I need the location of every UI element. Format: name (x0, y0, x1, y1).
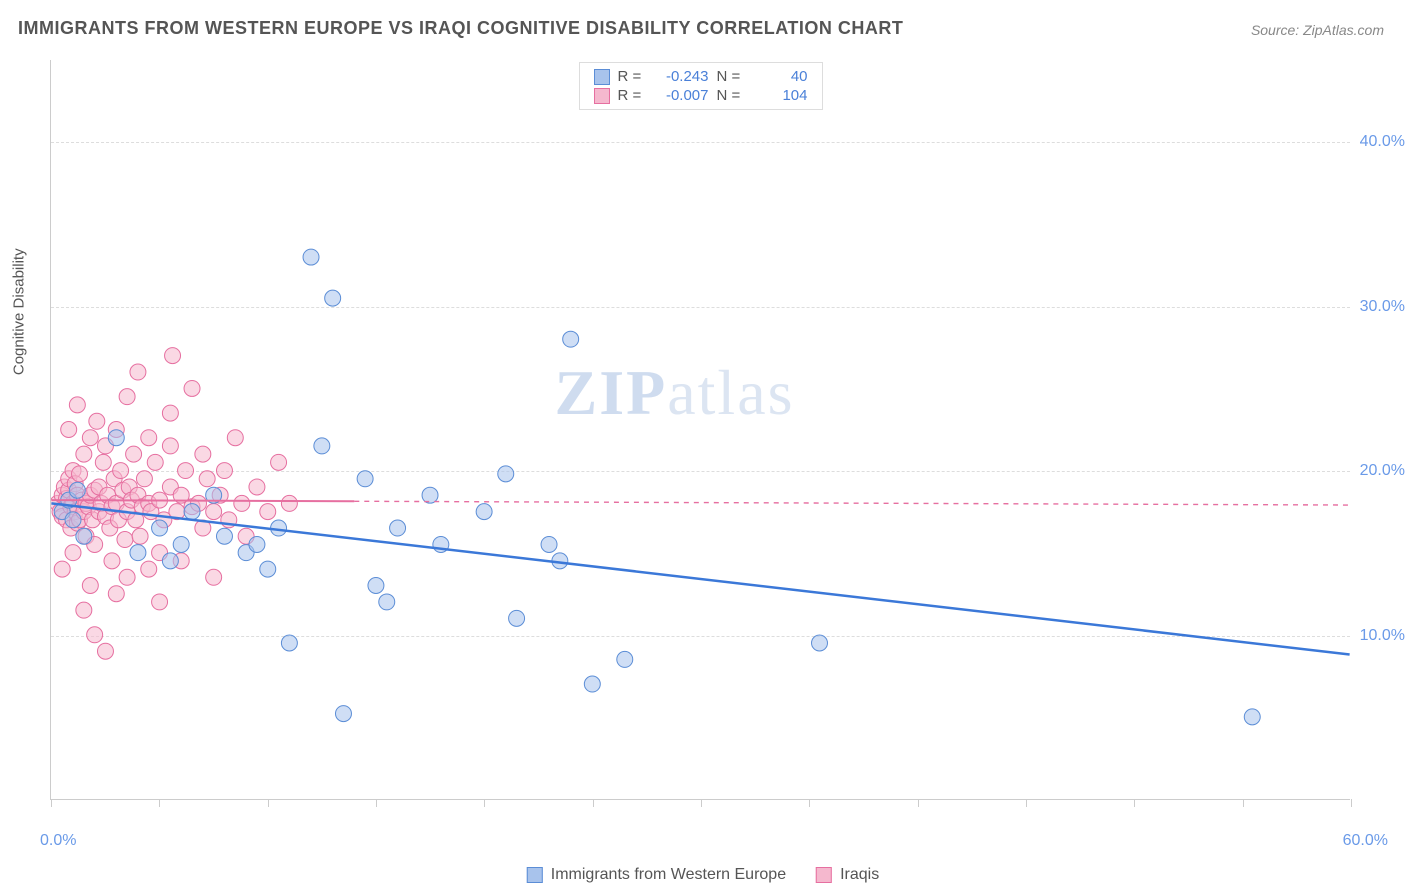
stat-value: -0.007 (654, 87, 709, 104)
legend-label: Immigrants from Western Europe (551, 866, 786, 884)
legend-item: Immigrants from Western Europe (527, 866, 786, 884)
stat-value: 40 (753, 68, 808, 85)
legend-stats-row: R = -0.007 N = 104 (594, 86, 808, 105)
chart-title: IMMIGRANTS FROM WESTERN EUROPE VS IRAQI … (18, 18, 903, 39)
scatter-plot (51, 60, 1350, 799)
stat-label: R = (618, 68, 646, 85)
swatch-icon (527, 867, 543, 883)
x-tick-label: 0.0% (40, 832, 76, 850)
legend-series: Immigrants from Western Europe Iraqis (527, 866, 879, 884)
swatch-icon (594, 69, 610, 85)
source-label: Source: ZipAtlas.com (1251, 22, 1384, 38)
x-tick-label: 60.0% (1343, 832, 1388, 850)
chart-area: Cognitive Disability ZIPatlas R = -0.243… (50, 60, 1350, 800)
stat-label: N = (717, 87, 745, 104)
swatch-icon (594, 88, 610, 104)
y-axis-title: Cognitive Disability (11, 248, 28, 375)
stat-value: 104 (753, 87, 808, 104)
stat-label: R = (618, 87, 646, 104)
stat-label: N = (717, 68, 745, 85)
swatch-icon (816, 867, 832, 883)
stat-value: -0.243 (654, 68, 709, 85)
legend-item: Iraqis (816, 866, 879, 884)
legend-stats-row: R = -0.243 N = 40 (594, 67, 808, 86)
legend-label: Iraqis (840, 866, 879, 884)
legend-stats: R = -0.243 N = 40 R = -0.007 N = 104 (579, 62, 823, 110)
